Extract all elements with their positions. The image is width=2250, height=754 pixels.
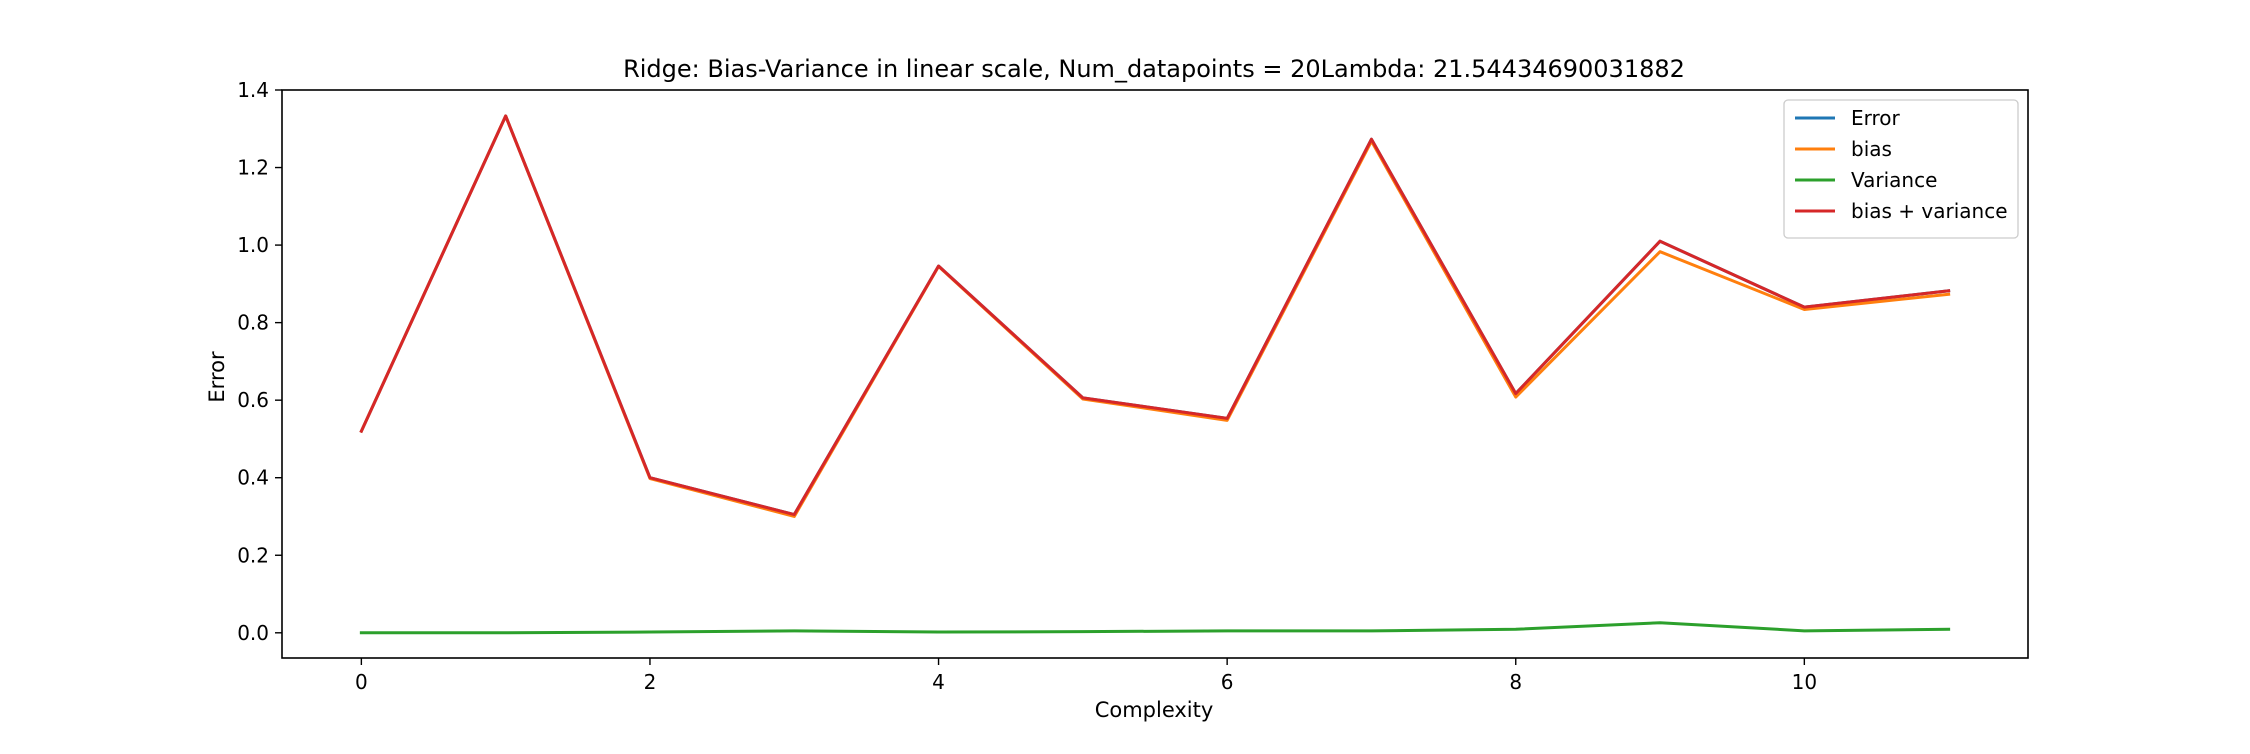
x-tick-label: 8 [1509,670,1522,694]
series-line-1 [359,114,1951,518]
x-tick-label: 10 [1792,670,1817,694]
chart-title: Ridge: Bias-Variance in linear scale, Nu… [623,55,1685,83]
y-tick-label: 0.4 [237,466,269,490]
y-tick-label: 0.6 [237,388,269,412]
series-line-0 [359,114,1951,517]
legend-label-0: Error [1851,106,1901,130]
x-tick-label: 4 [932,670,945,694]
plot-area: 0 2 4 6 8 10 0.0 0.2 0.4 0.6 0.8 1.0 1.2 1.4 Error bias… [237,78,2029,694]
axes-frame [281,89,2029,659]
series-line-3 [359,114,1951,517]
x-tick-label: 2 [644,670,657,694]
x-tick-label: 0 [355,670,368,694]
legend-box [1783,99,2019,239]
x-tick-label: 6 [1221,670,1234,694]
legend-label-2: Variance [1851,168,1937,192]
y-tick-label: 1.0 [237,233,269,257]
y-tick-label: 1.2 [237,156,269,180]
legend-label-1: bias [1851,137,1892,161]
y-tick-label: 0.8 [237,311,269,335]
x-axis-label: Complexity [1095,698,1214,722]
series-line-2 [359,621,1951,635]
y-tick-label: 0.0 [237,621,269,645]
legend-label-3: bias + variance [1851,199,2008,223]
y-tick-label: 1.4 [237,78,269,102]
y-axis-label: Error [205,351,229,403]
y-tick-label: 0.2 [237,543,269,567]
